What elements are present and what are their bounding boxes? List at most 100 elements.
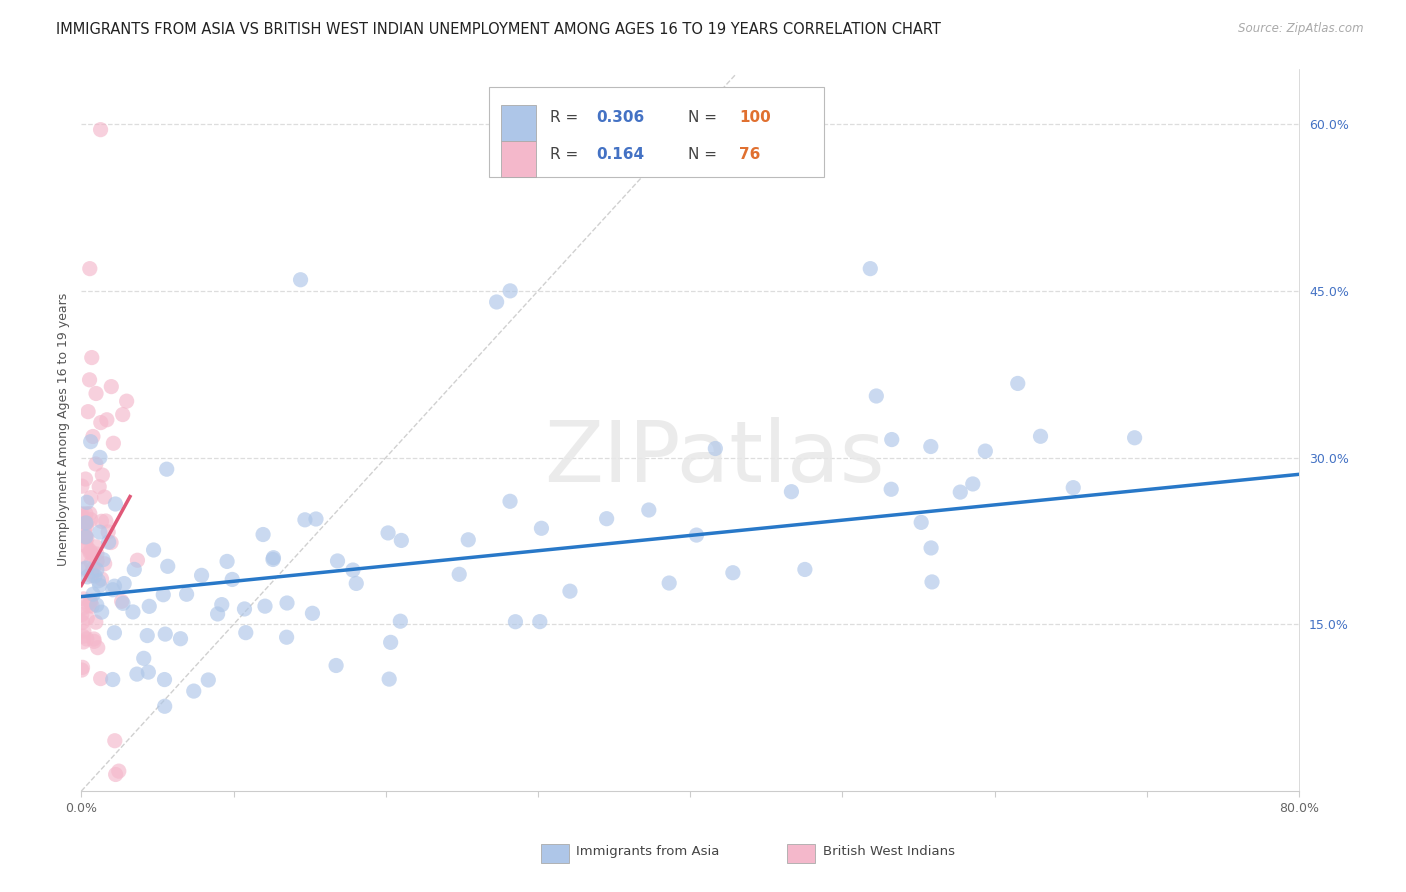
Point — [84, 540, 107, 554]
Point — [100, 379, 122, 393]
Point — [344, 576, 367, 591]
Point — [457, 533, 479, 547]
Point — [138, 599, 160, 614]
Point — [529, 615, 551, 629]
Text: R =: R = — [550, 111, 578, 126]
Point — [595, 511, 617, 525]
Point — [637, 503, 659, 517]
Text: N =: N = — [688, 111, 717, 126]
Point — [75, 530, 97, 544]
Point — [1123, 431, 1146, 445]
Point — [80, 568, 103, 582]
Point — [86, 563, 108, 577]
Point — [83, 634, 105, 648]
Point — [658, 576, 681, 591]
Point — [82, 599, 104, 614]
Point — [97, 524, 120, 539]
Point — [499, 284, 522, 298]
Point — [91, 468, 114, 483]
Point — [79, 593, 101, 607]
Point — [197, 673, 219, 687]
Point — [84, 615, 107, 629]
Text: 0.164: 0.164 — [596, 146, 644, 161]
Point — [685, 528, 707, 542]
Text: Source: ZipAtlas.com: Source: ZipAtlas.com — [1239, 22, 1364, 36]
Point — [252, 527, 274, 541]
Point — [793, 562, 815, 576]
Point — [84, 569, 107, 583]
Point — [80, 491, 103, 505]
Point — [90, 572, 112, 586]
FancyBboxPatch shape — [502, 141, 536, 177]
Point — [90, 514, 112, 528]
Point — [107, 764, 129, 778]
Point — [156, 559, 179, 574]
Point — [94, 514, 117, 528]
Point — [380, 635, 402, 649]
Point — [155, 627, 177, 641]
Point — [72, 629, 94, 643]
Point — [910, 516, 932, 530]
Point — [86, 598, 108, 612]
Point — [72, 660, 94, 674]
Point — [70, 507, 93, 521]
Point — [91, 552, 114, 566]
Point — [378, 672, 401, 686]
Point — [79, 595, 101, 609]
Y-axis label: Unemployment Among Ages 16 to 19 years: Unemployment Among Ages 16 to 19 years — [58, 293, 70, 566]
Point — [90, 416, 112, 430]
Text: Immigrants from Asia: Immigrants from Asia — [576, 846, 720, 858]
Point — [233, 602, 256, 616]
Point — [169, 632, 191, 646]
Point — [73, 522, 96, 536]
Point — [921, 574, 943, 589]
Point — [142, 543, 165, 558]
Point — [75, 561, 97, 575]
Point — [80, 556, 103, 570]
Point — [294, 513, 316, 527]
Point — [80, 351, 103, 365]
Point — [111, 594, 134, 608]
Point — [90, 122, 112, 136]
Point — [103, 625, 125, 640]
Point — [83, 560, 105, 574]
Point — [76, 611, 98, 625]
Point — [183, 684, 205, 698]
Point — [73, 624, 96, 639]
Point — [920, 541, 942, 555]
Point — [505, 615, 527, 629]
Point — [75, 527, 97, 541]
Point — [558, 584, 581, 599]
Point — [704, 442, 727, 456]
Point — [865, 389, 887, 403]
Point — [153, 699, 176, 714]
Point — [89, 578, 111, 592]
Point — [75, 538, 97, 552]
Point — [76, 531, 98, 545]
Point — [75, 516, 97, 530]
Point — [84, 457, 107, 471]
Point — [79, 544, 101, 558]
Point — [72, 635, 94, 649]
Point — [176, 587, 198, 601]
Point — [449, 567, 471, 582]
Text: 76: 76 — [740, 146, 761, 161]
Point — [389, 533, 412, 548]
Point — [325, 658, 347, 673]
Point — [90, 672, 112, 686]
Text: 0.306: 0.306 — [596, 111, 645, 126]
Point — [221, 573, 243, 587]
Point — [83, 632, 105, 646]
Point — [276, 630, 298, 644]
Point — [125, 667, 148, 681]
Point — [77, 599, 100, 613]
Point — [72, 562, 94, 576]
Point — [1062, 481, 1084, 495]
Point — [79, 434, 101, 449]
Text: ZIPatlas: ZIPatlas — [544, 417, 884, 500]
Point — [235, 625, 257, 640]
Point — [104, 497, 127, 511]
Point — [920, 440, 942, 454]
Point — [76, 570, 98, 584]
FancyBboxPatch shape — [489, 87, 824, 177]
